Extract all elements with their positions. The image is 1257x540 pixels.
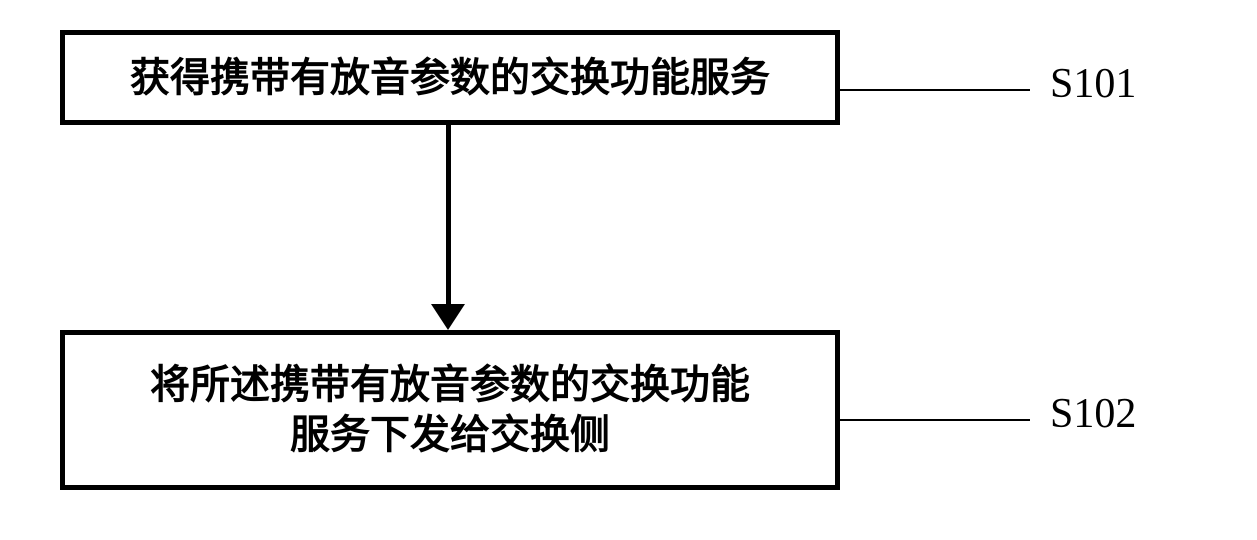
step-label-s102: S102 — [1050, 390, 1136, 438]
flow-step-1-text: 获得携带有放音参数的交换功能服务 — [130, 53, 770, 103]
flow-step-1-box: 获得携带有放音参数的交换功能服务 — [60, 30, 840, 125]
connector-line — [446, 125, 451, 318]
flow-step-2-box: 将所述携带有放音参数的交换功能 服务下发给交换侧 — [60, 330, 840, 490]
flow-step-2-text: 将所述携带有放音参数的交换功能 服务下发给交换侧 — [150, 360, 750, 460]
flowchart-canvas: { "diagram": { "type": "flowchart", "bac… — [0, 0, 1257, 540]
leader-line — [840, 89, 1030, 91]
arrow-head-icon — [431, 304, 465, 330]
step-label-s101: S101 — [1050, 60, 1136, 108]
leader-line — [840, 419, 1030, 421]
